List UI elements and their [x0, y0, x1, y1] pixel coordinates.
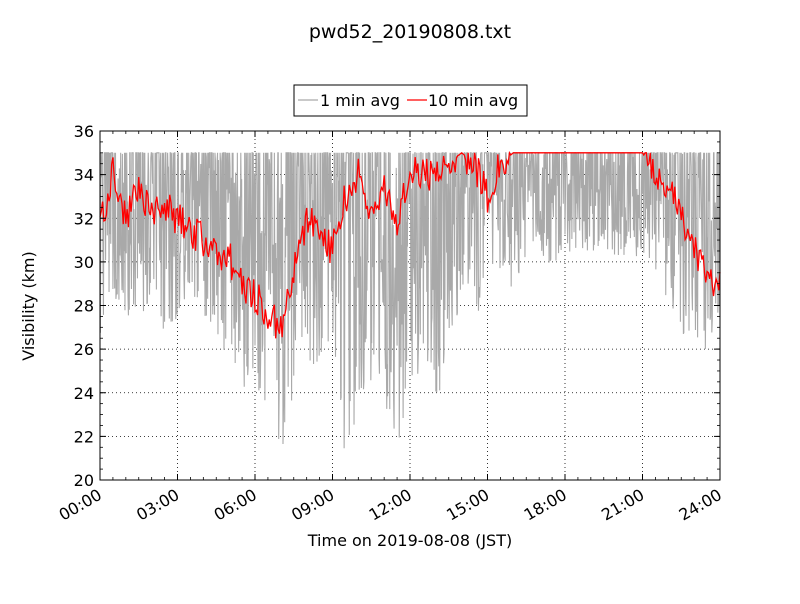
x-tick-label: 15:00 [443, 485, 492, 525]
y-tick-label: 28 [74, 297, 94, 316]
y-tick-label: 32 [74, 209, 94, 228]
x-tick-label: 21:00 [598, 485, 647, 525]
legend-label-1-min-avg: 1 min avg [320, 91, 400, 110]
x-tick-label: 00:00 [56, 485, 105, 525]
x-tick-label: 24:00 [676, 485, 725, 525]
plot-area [99, 150, 721, 449]
legend: 1 min avg 10 min avg [293, 84, 528, 117]
series-line-1-min-avg [99, 152, 721, 449]
x-axis-label: Time on 2019-08-08 (JST) [307, 531, 512, 550]
y-tick-label: 24 [74, 384, 94, 403]
series-line-10-min-avg [99, 150, 721, 339]
x-tick-label: 12:00 [366, 485, 415, 525]
y-tick-label: 20 [74, 471, 94, 490]
x-tick-label: 18:00 [521, 485, 570, 525]
y-tick-label: 34 [74, 166, 94, 185]
x-tick-label: 06:00 [211, 485, 260, 525]
chart-title: pwd52_20190808.txt [309, 21, 511, 43]
y-tick-label: 30 [74, 253, 94, 272]
x-tick-label: 09:00 [288, 485, 337, 525]
y-axis-label: Visibility (km) [19, 251, 38, 360]
y-tick-label: 22 [74, 427, 94, 446]
y-tick-label: 26 [74, 340, 94, 359]
x-tick-label: 03:00 [133, 485, 182, 525]
legend-label-10-min-avg: 10 min avg [428, 91, 518, 110]
y-tick-label: 36 [74, 122, 94, 141]
